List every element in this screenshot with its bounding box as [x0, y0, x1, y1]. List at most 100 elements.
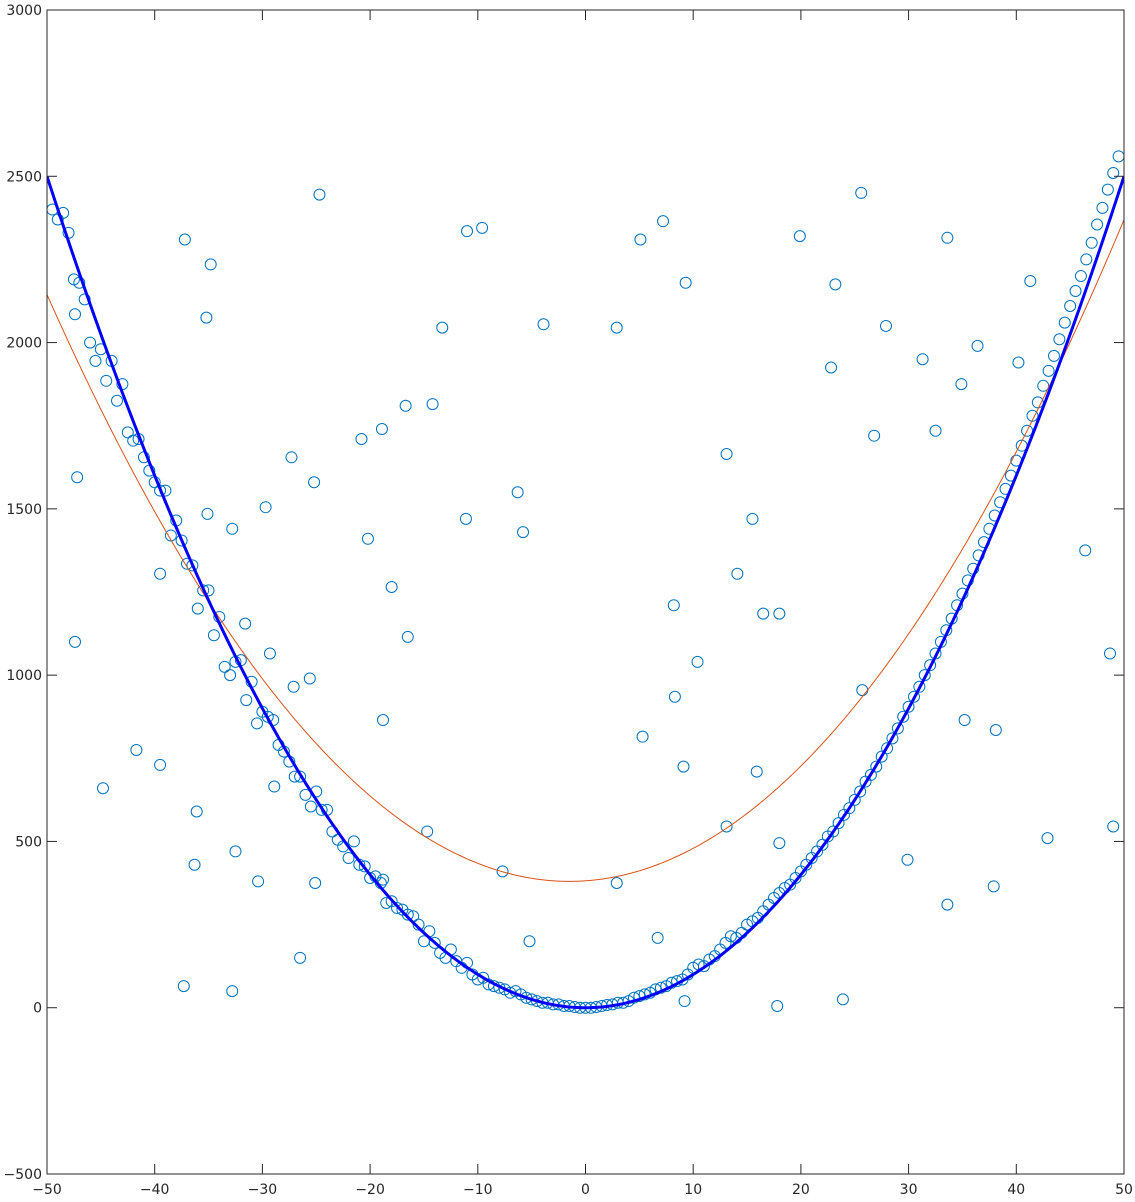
- data-point: [636, 730, 649, 743]
- data-point: [285, 451, 298, 464]
- data-point: [913, 680, 926, 693]
- data-point: [69, 308, 82, 321]
- x-tick-label: 40: [1007, 1182, 1025, 1198]
- y-tick-label: 1000: [6, 668, 42, 684]
- data-point: [902, 700, 915, 713]
- data-point: [78, 293, 91, 306]
- data-point: [380, 896, 393, 909]
- data-point: [836, 993, 849, 1006]
- data-point: [720, 820, 733, 833]
- data-point: [401, 908, 414, 921]
- data-point: [1064, 299, 1077, 312]
- data-point: [1101, 183, 1114, 196]
- x-tick-label: 0: [581, 1182, 590, 1198]
- data-point: [750, 765, 763, 778]
- data-point: [958, 714, 971, 727]
- data-point: [71, 471, 84, 484]
- data-point: [941, 231, 954, 244]
- axes-box: [46, 9, 1125, 1175]
- data-point: [188, 858, 201, 871]
- data-point: [496, 865, 509, 878]
- data-point: [1074, 270, 1087, 283]
- data-point: [825, 361, 838, 374]
- data-point: [678, 995, 691, 1008]
- data-point: [127, 434, 140, 447]
- data-point: [263, 647, 276, 660]
- data-point: [720, 447, 733, 460]
- data-point: [207, 629, 220, 642]
- data-point: [1069, 285, 1082, 298]
- data-point: [1012, 356, 1025, 369]
- data-point: [1037, 379, 1050, 392]
- data-point: [907, 690, 920, 703]
- data-point: [1042, 364, 1055, 377]
- x-tick-label: −30: [248, 1182, 278, 1198]
- data-point: [313, 188, 326, 201]
- data-point: [657, 215, 670, 228]
- data-point: [304, 800, 317, 813]
- scatter-series: [47, 150, 1124, 1014]
- data-point: [121, 426, 134, 439]
- data-point: [724, 930, 737, 943]
- data-point: [511, 486, 524, 499]
- data-point: [355, 433, 368, 446]
- y-tick-label: 2000: [6, 336, 42, 352]
- data-point: [197, 584, 210, 597]
- data-point: [226, 985, 239, 998]
- data-point: [1024, 275, 1037, 288]
- data-point: [610, 877, 623, 889]
- x-tick-label: −50: [32, 1182, 62, 1198]
- data-point: [154, 758, 167, 771]
- data-point: [856, 684, 869, 697]
- data-point: [308, 476, 321, 489]
- data-point: [941, 898, 954, 911]
- x-tick-label: −10: [463, 1182, 493, 1198]
- data-point: [315, 803, 328, 816]
- data-point: [987, 880, 1000, 893]
- data-point: [204, 258, 217, 271]
- data-point: [342, 852, 355, 865]
- data-point: [294, 770, 307, 783]
- data-point: [971, 339, 984, 352]
- data-point: [989, 724, 1002, 737]
- data-point: [668, 690, 681, 703]
- data-point: [868, 429, 881, 442]
- data-point: [870, 760, 883, 773]
- data-point: [886, 732, 899, 745]
- data-point: [377, 873, 390, 886]
- data-point: [848, 793, 861, 806]
- data-point: [854, 785, 867, 798]
- data-point: [1112, 150, 1124, 163]
- data-point: [929, 424, 942, 437]
- fit-curve-red: [47, 219, 1124, 882]
- data-point: [525, 993, 538, 1006]
- data-point: [1107, 820, 1120, 833]
- data-point: [691, 655, 704, 668]
- data-point: [1107, 166, 1120, 179]
- y-tick-label: −500: [4, 1167, 42, 1183]
- y-axis: −500 0 500 1000 1500 2000 2500 3000: [4, 3, 1124, 1183]
- data-point: [97, 782, 110, 795]
- data-point: [130, 743, 143, 756]
- data-point: [459, 512, 472, 525]
- data-point: [816, 838, 829, 851]
- data-point: [240, 694, 253, 707]
- data-point: [69, 635, 82, 648]
- data-point: [436, 321, 449, 334]
- data-point: [832, 817, 845, 830]
- data-point: [757, 607, 770, 620]
- data-point: [239, 617, 252, 630]
- data-point: [268, 780, 281, 793]
- data-point: [1091, 218, 1104, 231]
- data-point: [476, 221, 489, 234]
- data-point: [1041, 832, 1054, 845]
- data-point: [287, 680, 300, 693]
- data-point: [875, 750, 888, 763]
- data-point: [843, 802, 856, 815]
- data-point: [100, 374, 113, 387]
- data-point: [864, 768, 877, 781]
- data-point: [375, 423, 388, 436]
- data-point: [111, 394, 124, 407]
- data-point: [879, 319, 892, 332]
